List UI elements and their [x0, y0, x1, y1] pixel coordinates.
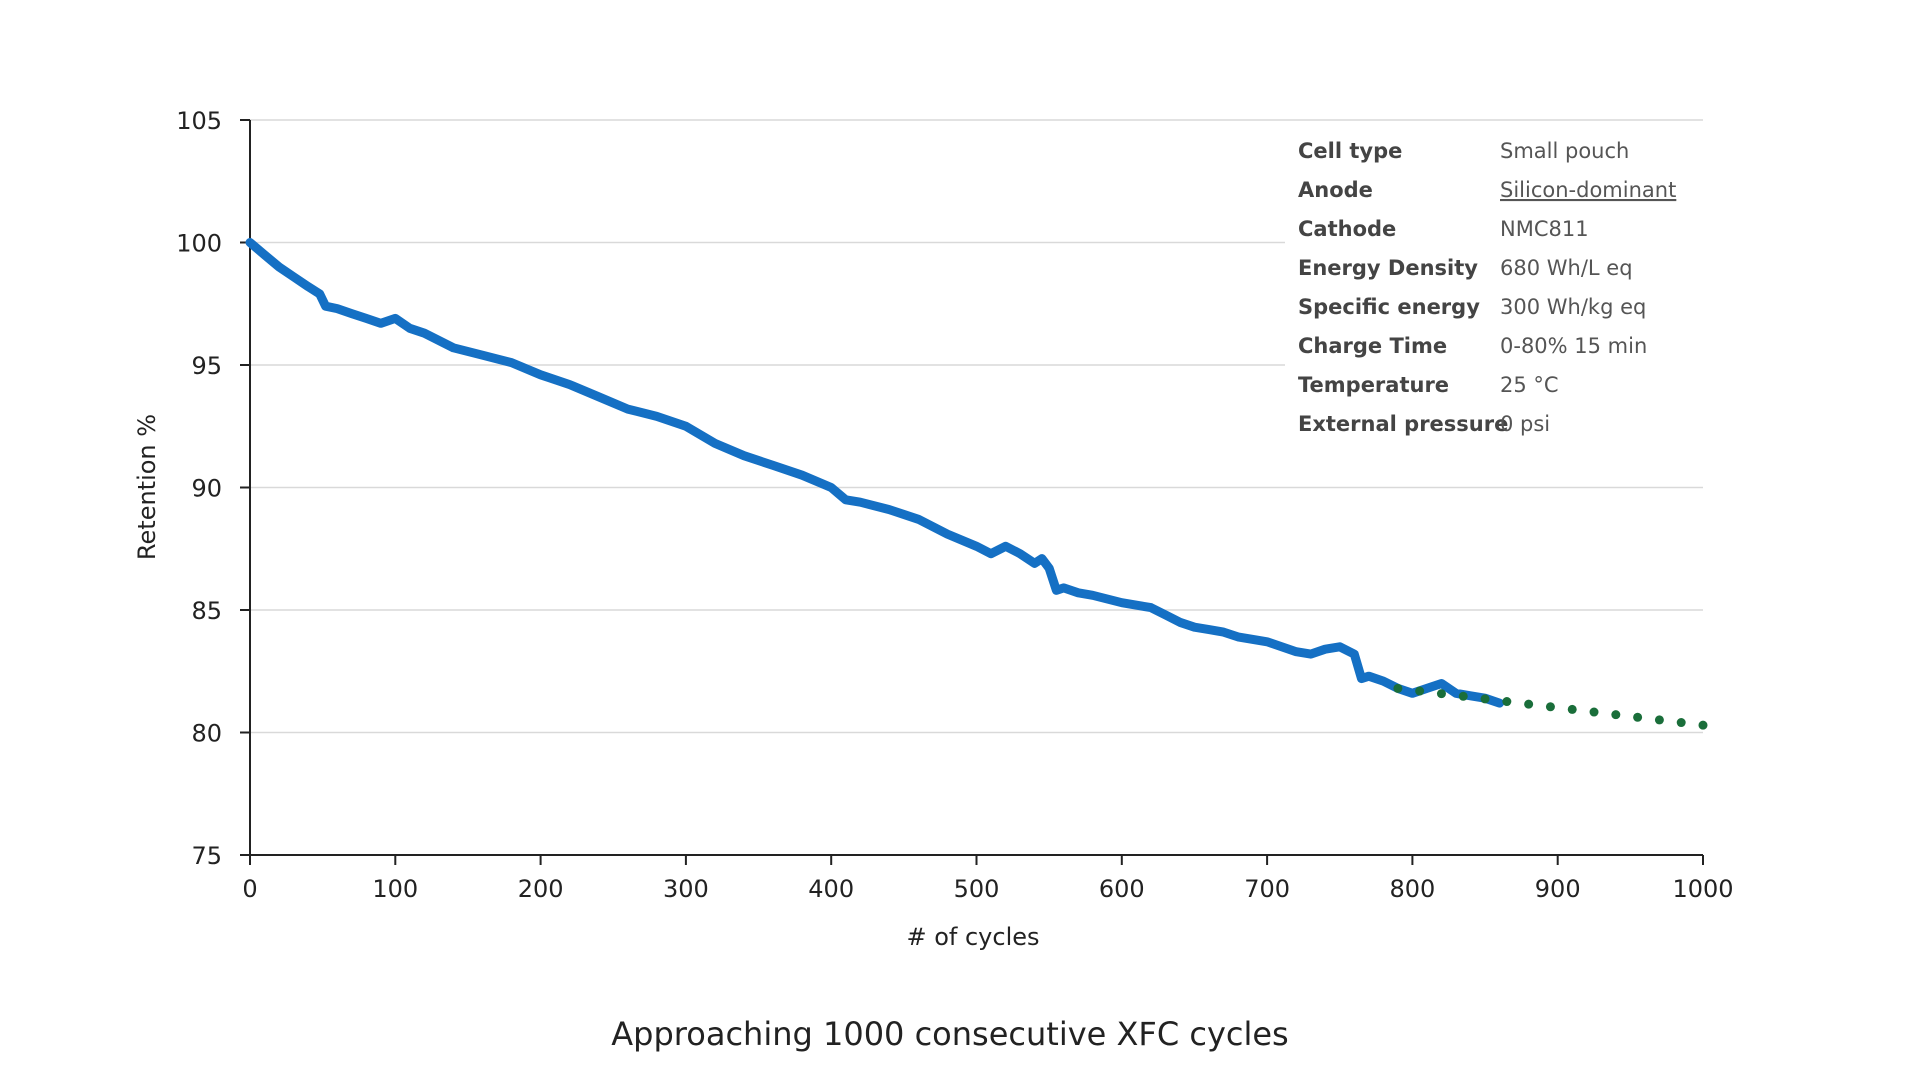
spec-value: 0-80% 15 min [1500, 334, 1647, 358]
trend-point [1502, 697, 1512, 707]
spec-key: Cathode [1298, 217, 1396, 241]
chart-caption: Approaching 1000 consecutive XFC cycles [611, 1015, 1288, 1053]
spec-value: Small pouch [1500, 139, 1629, 163]
x-tick-label: 800 [1389, 875, 1435, 903]
spec-value: 300 Wh/kg eq [1500, 295, 1646, 319]
x-axis-title: # of cycles [906, 923, 1039, 951]
trend-point [1545, 702, 1555, 712]
spec-key: Temperature [1298, 373, 1449, 397]
trend-point [1415, 686, 1425, 696]
y-tick-label: 95 [191, 352, 222, 380]
spec-value: Silicon-dominant [1500, 178, 1676, 202]
x-tick-label: 0 [242, 875, 257, 903]
x-tick-label: 700 [1244, 875, 1290, 903]
retention-line [245, 238, 1505, 708]
x-tick-label: 300 [663, 875, 709, 903]
spec-value: NMC811 [1500, 217, 1589, 241]
spec-key: Cell type [1298, 139, 1402, 163]
spec-value: 25 °C [1500, 373, 1559, 397]
x-tick-label: 200 [518, 875, 564, 903]
trend-point [1458, 691, 1468, 701]
y-tick-label: 100 [176, 230, 222, 258]
y-tick-label: 75 [191, 842, 222, 870]
spec-value: 680 Wh/L eq [1500, 256, 1633, 280]
spec-table-background [1285, 130, 1705, 450]
tick-labels: 0 100 200 300 400 500 600 700 800 900 1000 75 80 85 90… [176, 107, 1733, 903]
trend-point [1480, 694, 1490, 704]
spec-key: External pressure [1298, 412, 1508, 436]
spec-key: Specific energy [1298, 295, 1480, 319]
spec-key: Charge Time [1298, 334, 1447, 358]
trend-point [1436, 689, 1446, 699]
x-tick-label: 1000 [1672, 875, 1733, 903]
spec-key: Anode [1298, 178, 1373, 202]
trend-point [1393, 683, 1403, 693]
y-axis-title: Retention % [133, 414, 161, 560]
x-tick-label: 900 [1535, 875, 1581, 903]
spec-value: 0 psi [1500, 412, 1550, 436]
trend-point [1633, 712, 1643, 722]
trend-point [1698, 720, 1708, 730]
y-tick-label: 105 [176, 107, 222, 135]
x-tick-label: 500 [954, 875, 1000, 903]
spec-table: Cell type Small pouch Anode Silicon-dominan… [1285, 130, 1705, 450]
x-tick-label: 400 [808, 875, 854, 903]
gridlines [250, 119, 1703, 734]
trend-point [1567, 704, 1577, 714]
trend-point [1654, 715, 1664, 725]
x-tick-label: 100 [372, 875, 418, 903]
spec-key: Energy Density [1298, 256, 1478, 280]
y-tick-label: 90 [191, 475, 222, 503]
x-tick-label: 600 [1099, 875, 1145, 903]
trend-point [1611, 710, 1621, 720]
y-tick-label: 80 [191, 720, 222, 748]
trend-point [1524, 699, 1534, 709]
series-group [245, 238, 1708, 730]
trend-point [1589, 707, 1599, 717]
trend-point [1676, 718, 1686, 728]
y-tick-label: 85 [191, 597, 222, 625]
